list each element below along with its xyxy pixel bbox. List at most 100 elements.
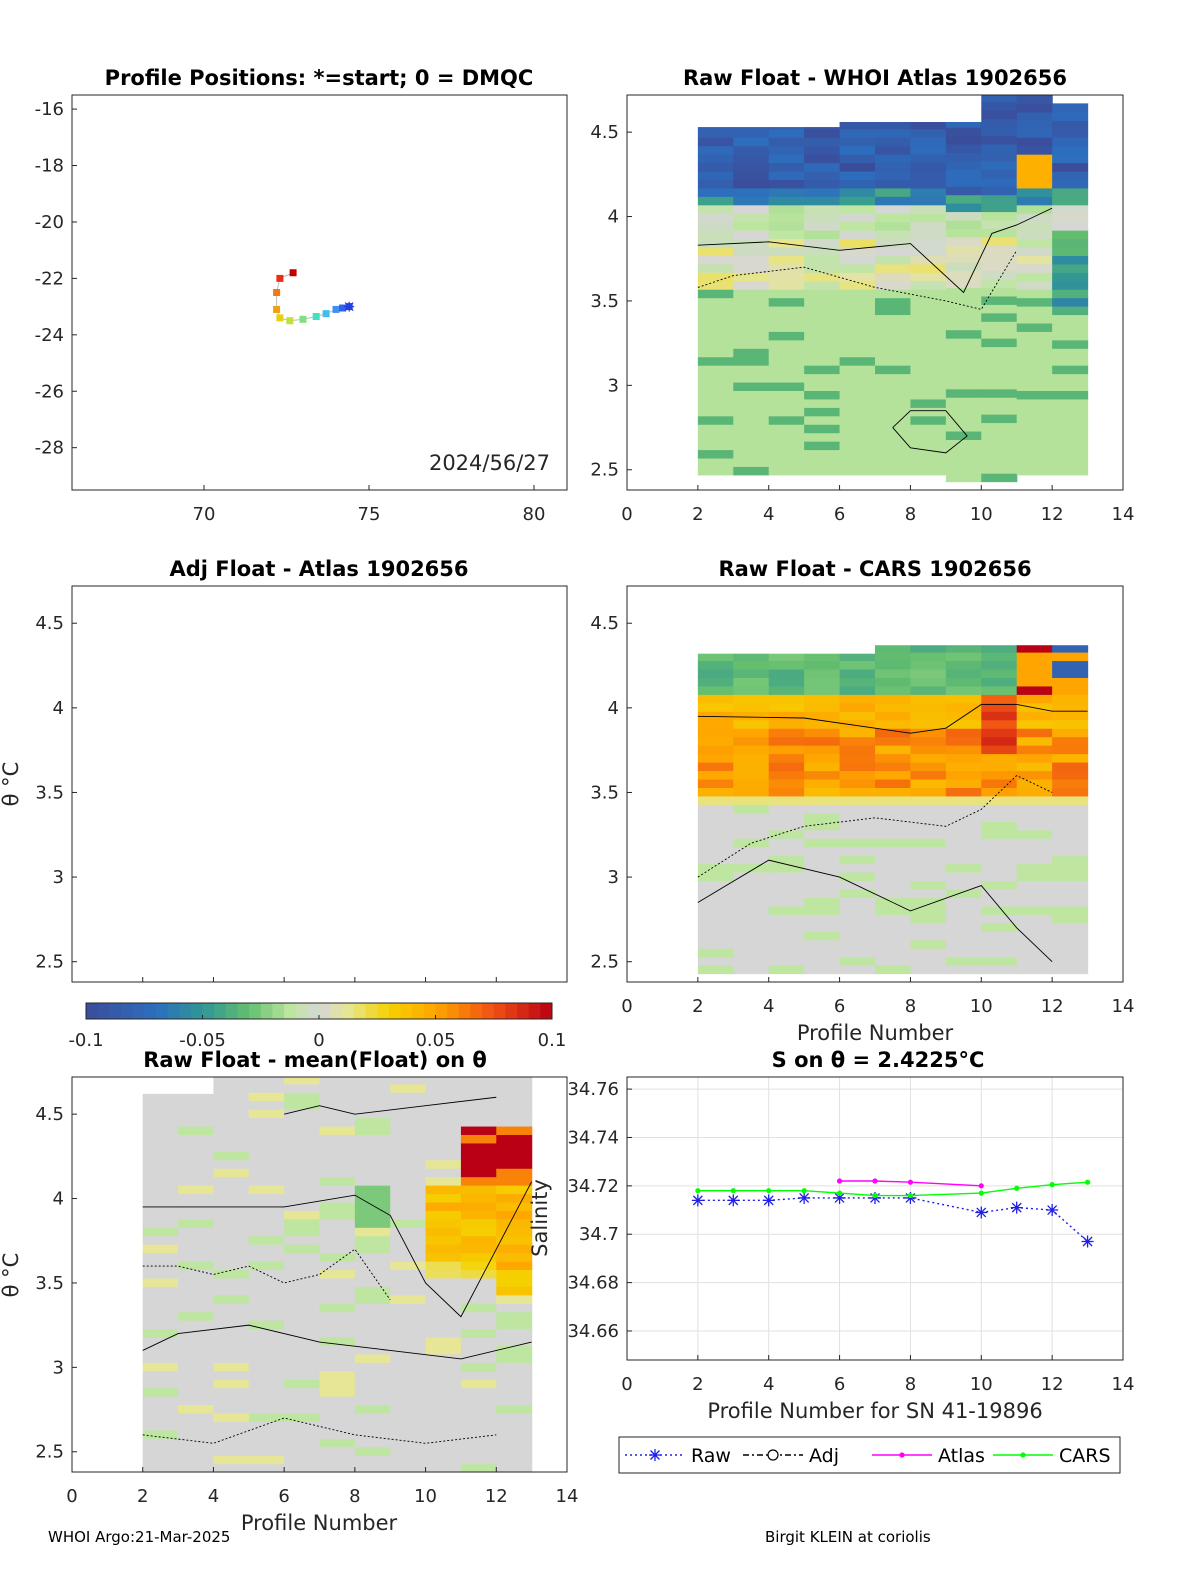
- heatmap-cell: [697, 795, 734, 805]
- heatmap-cell: [142, 1218, 179, 1228]
- heatmap-cell: [1016, 263, 1053, 273]
- heatmap-cell: [425, 1311, 462, 1321]
- heatmap-cell: [804, 846, 841, 856]
- heatmap-cell: [460, 1446, 497, 1456]
- heatmap-cell: [284, 1277, 321, 1287]
- heatmap-cell: [460, 1286, 497, 1296]
- heatmap-cell: [213, 1227, 250, 1237]
- heatmap-cell: [1052, 441, 1089, 451]
- heatmap-cell: [425, 1336, 462, 1346]
- heatmap-cell: [213, 1252, 250, 1262]
- heatmap-cell: [1016, 838, 1053, 848]
- heatmap-cell: [768, 230, 805, 240]
- y-tick-label: 4.5: [35, 1104, 64, 1125]
- heatmap-cell: [697, 415, 734, 425]
- heatmap-cell: [945, 397, 982, 407]
- heatmap-cell: [1016, 736, 1053, 746]
- heatmap-cell: [697, 778, 734, 788]
- heatmap-cell: [496, 1134, 533, 1144]
- heatmap-cell: [945, 668, 982, 678]
- x-tick-label: 10: [970, 504, 993, 525]
- y-tick-label: 2.5: [590, 952, 619, 973]
- heatmap-cell: [697, 398, 734, 408]
- heatmap-cell: [213, 1438, 250, 1448]
- heatmap-cell: [910, 297, 947, 307]
- heatmap-cell: [768, 449, 805, 459]
- heatmap-cell: [697, 449, 734, 459]
- heatmap-cell: [733, 230, 770, 240]
- heatmap-cell: [354, 1151, 391, 1161]
- heatmap-cell: [354, 1438, 391, 1448]
- heatmap-cell: [319, 1446, 356, 1456]
- heatmap-cell: [248, 1142, 285, 1152]
- heatmap-cell: [804, 221, 841, 231]
- raw-mean-xlabel: Profile Number: [241, 1511, 398, 1535]
- heatmap-cell: [460, 1345, 497, 1355]
- heatmap-cell: [839, 694, 876, 704]
- heatmap-cell: [1052, 407, 1089, 417]
- heatmap-cell: [319, 1429, 356, 1439]
- heatmap-cell: [213, 1345, 250, 1355]
- heatmap-cell: [425, 1100, 462, 1110]
- heatmap-cell: [945, 194, 982, 204]
- heatmap-cell: [496, 1227, 533, 1237]
- heatmap-cell: [248, 1260, 285, 1271]
- heatmap-cell: [875, 322, 912, 332]
- heatmap-cell: [804, 424, 841, 434]
- heatmap-cell: [178, 1269, 215, 1279]
- heatmap-cell: [910, 306, 947, 316]
- heatmap-cell: [213, 1210, 250, 1220]
- heatmap-cell: [981, 821, 1018, 831]
- heatmap-cell: [981, 880, 1018, 890]
- heatmap-cell: [1016, 922, 1053, 932]
- colorbar-gradient: [86, 1003, 553, 1019]
- heatmap-cell: [981, 270, 1018, 280]
- heatmap-cell: [319, 1438, 356, 1448]
- heatmap-cell: [981, 645, 1018, 653]
- heatmap-cell: [354, 1328, 391, 1338]
- heatmap-cell: [804, 127, 841, 130]
- heatmap-cell: [697, 821, 734, 831]
- heatmap-cell: [284, 1100, 321, 1110]
- heatmap-cell: [839, 753, 876, 763]
- heatmap-cell: [213, 1446, 250, 1456]
- heatmap-cell: [910, 238, 947, 248]
- heatmap-cell: [178, 1387, 215, 1397]
- heatmap-cell: [875, 449, 912, 459]
- heatmap-cell: [496, 1328, 533, 1338]
- heatmap-cell: [733, 668, 770, 678]
- heatmap-cell: [910, 356, 947, 366]
- raw-whoi-heatmap: [697, 95, 1089, 483]
- heatmap-cell: [496, 1455, 533, 1465]
- heatmap-cell: [839, 660, 876, 670]
- heatmap-cell: [1016, 339, 1053, 349]
- heatmap-cell: [945, 456, 982, 466]
- heatmap-cell: [768, 668, 805, 678]
- heatmap-cell: [319, 1134, 356, 1144]
- heatmap-cell: [697, 297, 734, 307]
- heatmap-cell: [875, 694, 912, 704]
- heatmap-cell: [945, 160, 982, 170]
- heatmap-cell: [1016, 398, 1053, 408]
- heatmap-cell: [1016, 230, 1053, 240]
- heatmap-cell: [142, 1294, 179, 1304]
- colorbar-segment: [97, 1003, 110, 1019]
- heatmap-cell: [875, 922, 912, 932]
- heatmap-cell: [945, 371, 982, 381]
- heatmap-cell: [768, 863, 805, 873]
- heatmap-cell: [839, 204, 876, 214]
- heatmap-cell: [875, 230, 912, 240]
- heatmap-cell: [981, 753, 1018, 763]
- heatmap-cell: [733, 127, 770, 130]
- heatmap-cell: [804, 297, 841, 307]
- heatmap-cell: [981, 922, 1018, 932]
- heatmap-cell: [945, 177, 982, 187]
- heatmap-cell: [839, 255, 876, 265]
- heatmap-cell: [910, 390, 947, 400]
- heatmap-cell: [733, 762, 770, 772]
- heatmap-cell: [425, 1294, 462, 1304]
- heatmap-cell: [768, 753, 805, 763]
- heatmap-cell: [1016, 728, 1053, 738]
- heatmap-cell: [733, 154, 770, 164]
- colorbar-segment: [365, 1003, 378, 1019]
